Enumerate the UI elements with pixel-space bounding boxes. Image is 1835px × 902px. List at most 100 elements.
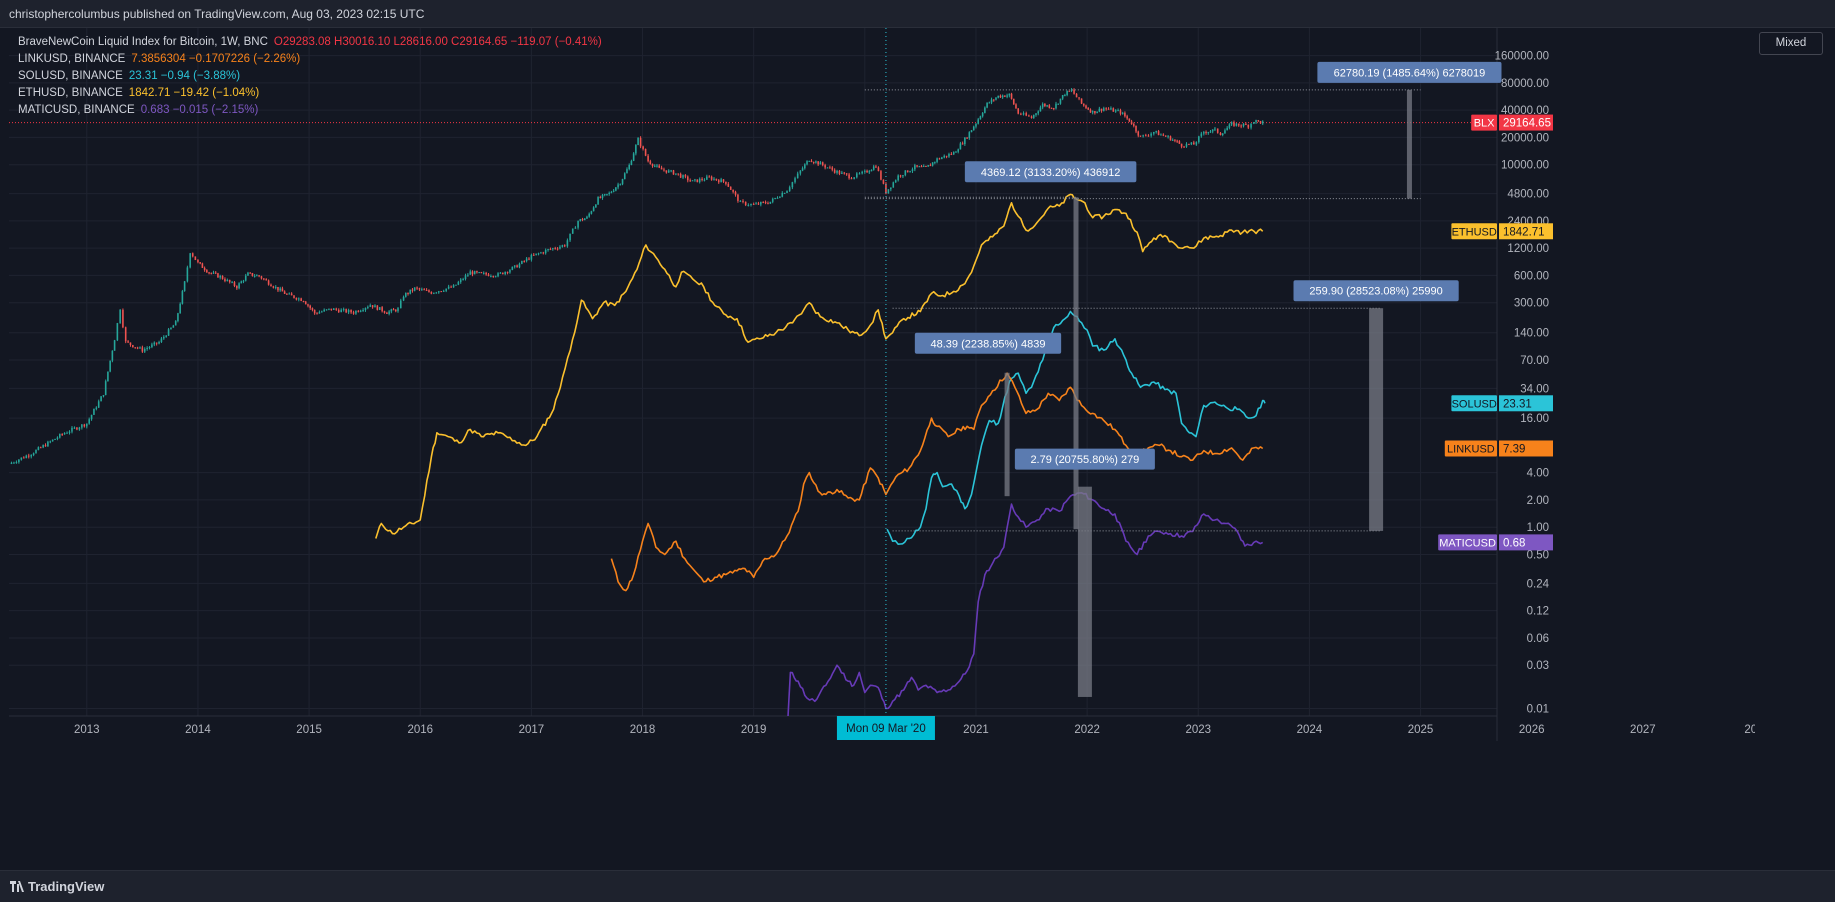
blx-candle-body xyxy=(779,196,781,198)
blx-candle-body xyxy=(675,173,677,175)
blx-candle-body xyxy=(651,163,654,167)
blx-candle-body xyxy=(494,276,497,278)
blx-candle-body xyxy=(56,437,59,439)
link-price-tag: LINKUSD 7.39 xyxy=(1444,440,1553,457)
price-chart[interactable]: 160000.00 80000.00 40000.00 20000.00 10000.0… xyxy=(9,28,1755,868)
blx-candle-body xyxy=(10,462,13,464)
legend-eth-values: 1842.71 −19.42 (−1.04%) xyxy=(128,87,260,99)
blx-candle-body xyxy=(696,179,699,183)
blx-candle-body xyxy=(392,309,395,311)
y-tick-label: 0.01 xyxy=(1527,703,1549,715)
blx-candle-body xyxy=(394,309,397,312)
blx-candle-body xyxy=(1250,123,1252,128)
blx-candle-body xyxy=(752,203,755,205)
x-tick-label: 2022 xyxy=(1074,724,1100,736)
blx-candle-body xyxy=(388,311,390,314)
tradingview-logo[interactable]: TradingView xyxy=(10,879,104,894)
blx-candle-body xyxy=(1203,132,1205,134)
blx-candle-body xyxy=(476,271,478,273)
blx-candle-body xyxy=(249,272,251,274)
blx-candle-body xyxy=(469,271,472,275)
blx-candle-body xyxy=(877,167,880,172)
blx-candle-body xyxy=(256,275,258,277)
blx-candle-body xyxy=(1078,97,1080,99)
blx-candle-body xyxy=(938,158,941,160)
blx-price-tag: BLX 29164.65 xyxy=(1471,114,1553,131)
eth-series-line xyxy=(375,193,1264,539)
blx-candle-body xyxy=(776,197,779,199)
blx-candle-body xyxy=(151,344,153,348)
x-tick-label: 2014 xyxy=(185,724,211,736)
blx-candle-body xyxy=(911,169,914,172)
blx-candle-body xyxy=(656,165,658,167)
blx-candle-body xyxy=(1257,120,1260,122)
x-tick-label: 2013 xyxy=(74,724,100,736)
blx-candle-body xyxy=(1098,108,1101,112)
blx-candle-body xyxy=(1240,125,1242,127)
blx-candle-body xyxy=(931,162,934,166)
blx-candle-body xyxy=(715,178,718,181)
chart-area[interactable]: 160000.00 80000.00 40000.00 20000.00 10000.0… xyxy=(9,28,1755,868)
blx-candle-body xyxy=(670,170,672,172)
measure-matic-label-box xyxy=(1014,448,1155,470)
blx-candle-body xyxy=(313,309,316,314)
blx-candle-body xyxy=(549,249,552,251)
scale-mode-button[interactable]: Mixed xyxy=(1759,32,1823,55)
blx-candle-body xyxy=(35,449,37,454)
blx-candle-body xyxy=(1046,105,1048,107)
blx-candle-body xyxy=(260,276,263,279)
blx-candle-body xyxy=(663,169,665,171)
blx-candle-body xyxy=(1219,132,1222,135)
blx-candle-body xyxy=(212,272,215,274)
measure-blx-bar xyxy=(1406,89,1412,199)
blx-candle-body xyxy=(66,432,68,434)
blx-candle-body xyxy=(630,160,633,165)
blx-candle-body xyxy=(328,308,330,310)
blx-candle-body xyxy=(247,272,249,276)
blx-candle-body xyxy=(586,216,588,219)
blx-candle-body xyxy=(804,164,806,169)
blx-candle-body xyxy=(44,445,47,447)
blx-candle-body xyxy=(47,441,49,447)
blx-candle-body xyxy=(887,189,890,194)
link-price-tag-value-box xyxy=(1499,440,1553,457)
blx-candle-body xyxy=(201,263,204,268)
blx-candle-body xyxy=(929,165,932,167)
blx-candle-body xyxy=(97,401,100,408)
blx-candle-body xyxy=(1025,113,1028,116)
blx-candle-body xyxy=(1193,142,1195,145)
blx-candle-body xyxy=(504,271,506,275)
blx-candle-body xyxy=(1261,121,1264,124)
blx-candle-body xyxy=(810,160,813,162)
blx-candle-body xyxy=(1162,134,1165,136)
blx-candle-body xyxy=(487,274,490,277)
measure-blx-label: 62780.19 (1485.64%) 6278019 xyxy=(1334,67,1486,79)
blx-candle-body xyxy=(637,137,639,146)
blx-candle-body xyxy=(786,190,788,193)
blx-candle-body xyxy=(177,313,179,322)
y-tick-label: 140.00 xyxy=(1514,328,1549,340)
blx-candle-body xyxy=(833,169,836,173)
blx-candle-body xyxy=(647,155,649,162)
blx-candle-body xyxy=(378,307,381,310)
blx-candle-body xyxy=(1085,105,1087,109)
blx-candle-body xyxy=(54,438,56,440)
blx-candle-body xyxy=(904,170,907,176)
blx-candle-body xyxy=(323,309,325,312)
blx-candle-body xyxy=(1117,110,1119,112)
blx-candle-body xyxy=(990,99,993,103)
blx-candle-body xyxy=(397,308,399,312)
measure-sol: 259.90 (28523.08%) 25990 xyxy=(892,280,1459,532)
blx-candle-body xyxy=(829,167,831,169)
blx-candle-body xyxy=(975,123,977,127)
x-tick-label: 2024 xyxy=(1297,724,1323,736)
x-tick-label: 2018 xyxy=(630,724,656,736)
blx-candle-body xyxy=(1028,115,1030,117)
blx-candle-body xyxy=(511,266,514,270)
blx-candle-body xyxy=(665,170,668,173)
blx-candle-body xyxy=(1121,112,1124,114)
x-tick-label: 202 xyxy=(1744,724,1755,736)
blx-candle-body xyxy=(525,258,528,262)
blx-candle-body xyxy=(579,219,582,221)
blx-candle-body xyxy=(18,459,20,463)
